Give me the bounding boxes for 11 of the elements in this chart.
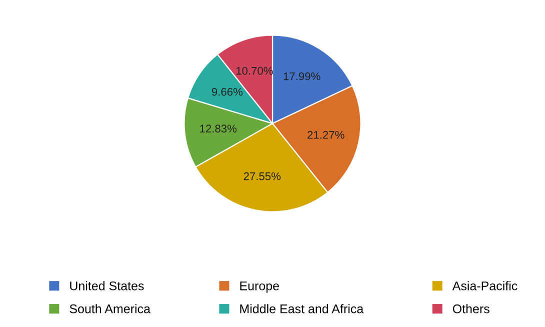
legend-label: United States (70, 281, 144, 290)
legend-label: Middle East and Africa (240, 304, 364, 314)
data-label: 21.27% (308, 130, 344, 139)
data-label: 17.99% (284, 72, 320, 80)
data-label: 12.83% (200, 124, 237, 133)
data-label: 9.66% (212, 88, 243, 96)
legend-label: Asia-Pacific (452, 281, 518, 290)
data-label: 27.55% (244, 172, 281, 180)
legend-label: Europe (240, 282, 279, 293)
legend-label: South America (70, 304, 150, 314)
legend-label: Others (452, 304, 490, 314)
